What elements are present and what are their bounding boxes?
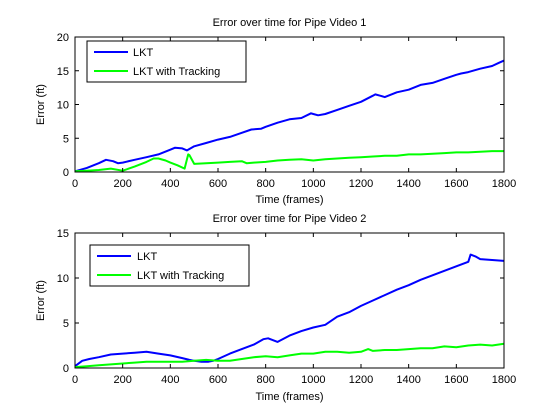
axes-frame [74, 232, 505, 369]
legend-label-lkt-with-tracking: LKT with Tracking [133, 66, 220, 78]
plot-pipe-video-1: Error over time for Pipe Video 1 Time (f… [35, 17, 516, 206]
legend-box [89, 244, 250, 287]
x-axis-label: Time (frames) [255, 194, 323, 206]
y-tick-label: 0 [63, 363, 69, 375]
chart-title: Error over time for Pipe Video 1 [213, 17, 367, 29]
x-tick-label: 1200 [349, 178, 373, 190]
x-tick-label: 600 [209, 374, 227, 386]
legend-label-lkt: LKT [137, 251, 157, 263]
series-line-lkt [74, 253, 505, 368]
x-tick-label: 1000 [301, 374, 325, 386]
legend: LKT LKT with Tracking [86, 40, 247, 83]
series-line-lkt-with-tracking [74, 342, 505, 369]
x-tick-label: 0 [72, 374, 78, 386]
series-line-lkt-with-tracking [74, 150, 504, 173]
x-tick-label: 1400 [396, 374, 420, 386]
x-tick-label: 400 [161, 374, 179, 386]
x-tick-label: 1800 [492, 374, 516, 386]
x-tick-label: 1600 [444, 178, 468, 190]
x-tick-label: 600 [209, 178, 227, 190]
x-tick-label: 1400 [396, 178, 420, 190]
y-tick-label: 15 [57, 66, 69, 78]
x-tick-label: 1200 [349, 374, 373, 386]
legend: LKT LKT with Tracking [89, 244, 250, 287]
y-tick-label: 15 [57, 228, 69, 240]
x-tick-label: 1000 [301, 178, 325, 190]
y-axis-label: Error (ft) [35, 84, 47, 125]
chart-title: Error over time for Pipe Video 2 [213, 213, 367, 225]
y-tick-label: 20 [57, 32, 69, 44]
x-tick-label: 800 [256, 178, 274, 190]
y-tick-label: 10 [57, 100, 69, 112]
x-axis-label: Time (frames) [255, 391, 323, 403]
legend-box [86, 40, 247, 83]
x-tick-label: 1600 [444, 374, 468, 386]
plot-pipe-video-2: Error over time for Pipe Video 2 Time (f… [35, 213, 516, 403]
x-tick-label: 200 [113, 374, 131, 386]
y-tick-label: 0 [63, 167, 69, 179]
x-tick-label: 1800 [492, 178, 516, 190]
y-axis-label: Error (ft) [35, 280, 47, 321]
x-tick-label: 0 [72, 178, 78, 190]
x-tick-label: 200 [113, 178, 131, 190]
series-line-lkt [74, 59, 505, 173]
x-tick-label: 800 [256, 374, 274, 386]
y-tick-label: 10 [57, 273, 69, 285]
legend-label-lkt: LKT [133, 47, 153, 59]
legend-label-lkt-with-tracking: LKT with Tracking [137, 270, 224, 282]
y-tick-label: 5 [63, 318, 69, 330]
y-tick-label: 5 [63, 133, 69, 145]
x-tick-label: 400 [161, 178, 179, 190]
